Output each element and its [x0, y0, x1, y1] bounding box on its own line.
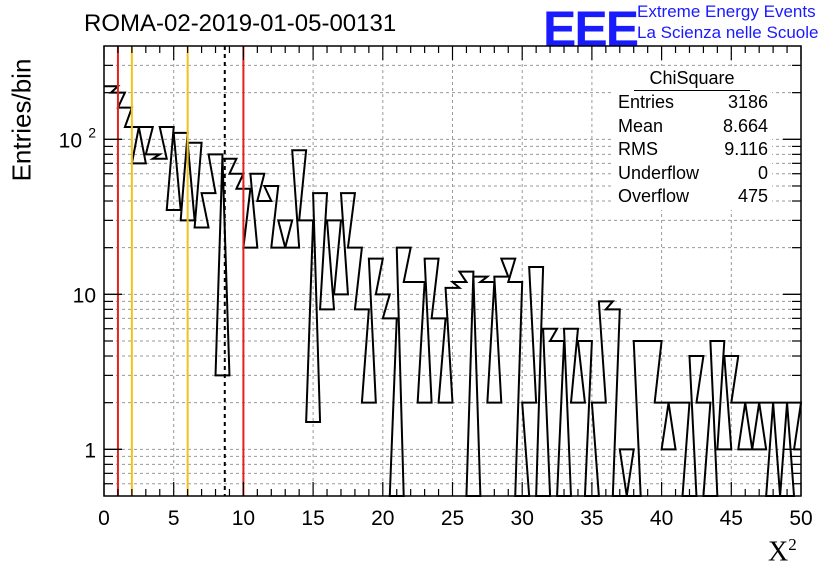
- stats-value: 8.664: [722, 115, 768, 136]
- stats-row-underflow: Underflow 0: [612, 162, 772, 186]
- y-tick-label: 10: [59, 129, 82, 152]
- histogram-bin: [620, 449, 634, 496]
- x-tick-label: 40: [650, 507, 673, 530]
- histogram-bin: [759, 403, 773, 496]
- x-tick-label: 25: [441, 507, 464, 530]
- stats-value: 475: [737, 186, 768, 206]
- y-tick-label: 10: [73, 284, 96, 307]
- x-tick-label: 15: [301, 507, 324, 530]
- stats-label: Underflow: [618, 162, 700, 183]
- stats-value: 9.116: [724, 139, 768, 159]
- y-tick-label-base: 10: [59, 129, 82, 152]
- histogram-bin: [676, 403, 690, 496]
- x-tick-label: 35: [580, 507, 603, 530]
- stats-label: Entries: [618, 92, 675, 112]
- eee-logo: EEE: [543, 1, 639, 57]
- x-tick-label: 30: [511, 507, 534, 530]
- x-tick-label: 0: [98, 507, 110, 530]
- y-tick-label: 1: [84, 439, 96, 462]
- histogram-bin: [578, 341, 592, 496]
- x-tick-label: 5: [168, 507, 180, 530]
- histogram-bin: [459, 272, 473, 496]
- stats-title: ChiSquare: [634, 68, 750, 91]
- x-axis-label: X2: [768, 535, 797, 568]
- stats-row-mean: Mean 8.664: [612, 115, 772, 139]
- stats-value: 3186: [727, 92, 768, 112]
- histogram-bin: [550, 341, 564, 496]
- logo-tagline-2: La Scienza nelle Scuole: [637, 23, 819, 42]
- stats-label: Overflow: [618, 186, 690, 206]
- stats-row-rms: RMS 9.116: [612, 138, 772, 162]
- x-axis-label-superscript: 2: [788, 535, 797, 554]
- x-tick-label: 10: [232, 507, 255, 530]
- stats-label: RMS: [618, 139, 658, 159]
- chart-title: ROMA-02-2019-01-05-00131: [84, 10, 397, 37]
- x-tick-label: 45: [720, 507, 743, 530]
- x-tick-label: 50: [789, 507, 812, 530]
- stats-rows: Entries 3186 Mean 8.664 RMS 9.116 Underflow 0 Ov…: [612, 91, 772, 209]
- histogram-bin: [383, 318, 397, 496]
- histogram-bin: [606, 309, 620, 496]
- statistics-box: ChiSquare Entries 3186 Mean 8.664 RMS 9.116 Un…: [612, 66, 772, 210]
- stats-label: Mean: [618, 115, 664, 136]
- stats-value: 0: [757, 162, 768, 183]
- x-axis-label-text: X: [768, 536, 789, 568]
- histogram-bin: [529, 267, 543, 496]
- stats-row-entries: Entries 3186: [612, 91, 772, 115]
- x-tick-label: 20: [371, 507, 394, 530]
- stats-row-overflow: Overflow 475: [612, 185, 772, 209]
- histogram-bin: [696, 403, 710, 496]
- histogram-outline: [104, 85, 803, 497]
- histogram-bin: [508, 282, 522, 496]
- logo-tagline-1: Extreme Energy Events: [637, 2, 816, 21]
- y-tick-label-exponent: 2: [88, 124, 96, 140]
